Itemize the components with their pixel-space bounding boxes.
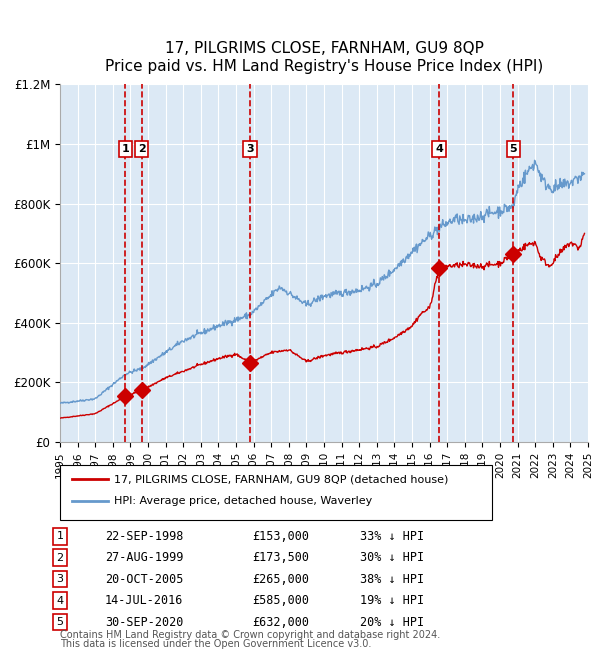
Text: This data is licensed under the Open Government Licence v3.0.: This data is licensed under the Open Gov… <box>60 639 371 649</box>
Text: 14-JUL-2016: 14-JUL-2016 <box>105 594 184 607</box>
Text: 1: 1 <box>56 531 64 541</box>
Text: 38% ↓ HPI: 38% ↓ HPI <box>360 573 424 586</box>
Text: 27-AUG-1999: 27-AUG-1999 <box>105 551 184 564</box>
Text: 33% ↓ HPI: 33% ↓ HPI <box>360 530 424 543</box>
Text: 1: 1 <box>122 144 130 154</box>
Text: HPI: Average price, detached house, Waverley: HPI: Average price, detached house, Wave… <box>114 495 372 506</box>
Text: £265,000: £265,000 <box>252 573 309 586</box>
Text: 3: 3 <box>56 574 64 584</box>
Text: £585,000: £585,000 <box>252 594 309 607</box>
Text: Contains HM Land Registry data © Crown copyright and database right 2024.: Contains HM Land Registry data © Crown c… <box>60 630 440 640</box>
Text: 4: 4 <box>435 144 443 154</box>
Text: £173,500: £173,500 <box>252 551 309 564</box>
Text: 30% ↓ HPI: 30% ↓ HPI <box>360 551 424 564</box>
Text: 22-SEP-1998: 22-SEP-1998 <box>105 530 184 543</box>
Text: 19% ↓ HPI: 19% ↓ HPI <box>360 594 424 607</box>
Text: 2: 2 <box>56 552 64 563</box>
Title: 17, PILGRIMS CLOSE, FARNHAM, GU9 8QP
Price paid vs. HM Land Registry's House Pri: 17, PILGRIMS CLOSE, FARNHAM, GU9 8QP Pri… <box>105 41 543 73</box>
Text: 17, PILGRIMS CLOSE, FARNHAM, GU9 8QP (detached house): 17, PILGRIMS CLOSE, FARNHAM, GU9 8QP (de… <box>114 474 448 484</box>
Text: 3: 3 <box>246 144 254 154</box>
Text: 20% ↓ HPI: 20% ↓ HPI <box>360 616 424 629</box>
Text: 5: 5 <box>56 617 64 627</box>
Text: 5: 5 <box>509 144 517 154</box>
Text: 4: 4 <box>56 595 64 606</box>
Text: £153,000: £153,000 <box>252 530 309 543</box>
Text: £632,000: £632,000 <box>252 616 309 629</box>
Text: 2: 2 <box>138 144 146 154</box>
Text: 30-SEP-2020: 30-SEP-2020 <box>105 616 184 629</box>
Text: 20-OCT-2005: 20-OCT-2005 <box>105 573 184 586</box>
